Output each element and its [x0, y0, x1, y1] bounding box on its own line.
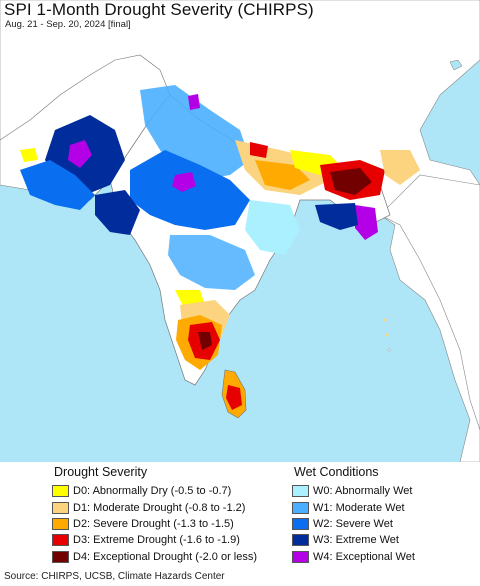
- wet-w2-central: [130, 150, 250, 230]
- legend-label-w4: W4: Exceptional Wet: [313, 550, 415, 563]
- map-title: SPI 1-Month Drought Severity (CHIRPS): [4, 0, 314, 19]
- swatch-d0: [52, 485, 69, 498]
- drought-legend-title: Drought Severity: [54, 465, 148, 479]
- legend-label-d2: D2: Severe Drought (-1.3 to -1.5): [73, 517, 234, 530]
- swatch-d1: [52, 501, 69, 514]
- legend-item-w4: W4: Exceptional Wet: [292, 549, 472, 565]
- outside-land-east: [379, 174, 480, 431]
- drought-legend: Drought Severity D0: Abnormally Dry (-0.…: [52, 462, 282, 566]
- legend-label-d4: D4: Exceptional Drought (-2.0 or less): [73, 550, 258, 563]
- swatch-d4: [52, 550, 69, 563]
- legend-item-d0: D0: Abnormally Dry (-0.5 to -0.7): [52, 483, 282, 499]
- wet-w4-central-spot: [172, 172, 196, 192]
- wet-w0-east: [245, 200, 300, 255]
- drought-d1-far-east: [380, 150, 420, 185]
- legend-item-d3: D3: Extreme Drought (-1.6 to -1.9): [52, 532, 282, 548]
- legend-label-w0: W0: Abnormally Wet: [313, 485, 413, 498]
- map-subtitle: Aug. 21 - Sep. 20, 2024 [final]: [5, 19, 131, 30]
- wet-legend: Wet Conditions W0: Abnormally Wet W1: Mo…: [292, 462, 472, 566]
- wet-w4-north-spot: [188, 94, 200, 110]
- legend-item-w3: W3: Extreme Wet: [292, 532, 472, 548]
- swatch-d2: [52, 517, 69, 530]
- andaman-islands: [383, 318, 387, 322]
- drought-d3-srilanka: [226, 385, 242, 410]
- wet-w3-gujarat: [95, 190, 140, 235]
- legend-label-d0: D0: Abnormally Dry (-0.5 to -0.7): [73, 485, 232, 498]
- andaman-islands-3: [387, 348, 391, 352]
- wet-w2-west: [20, 160, 95, 210]
- legend-item-d1: D1: Moderate Drought (-0.8 to -1.2): [52, 499, 282, 515]
- swatch-d3: [52, 534, 69, 547]
- swatch-w2: [292, 517, 309, 530]
- swatch-w3: [292, 534, 309, 547]
- legend-label-d3: D3: Extreme Drought (-1.6 to -1.9): [73, 534, 240, 547]
- legend-label-w3: W3: Extreme Wet: [313, 534, 399, 547]
- drought-map: [0, 0, 480, 462]
- legend-item-d4: D4: Exceptional Drought (-2.0 or less): [52, 549, 282, 565]
- wet-w1-deccan: [168, 235, 255, 290]
- legend-item-w1: W1: Moderate Wet: [292, 499, 472, 515]
- drought-d4-south: [198, 332, 212, 350]
- andaman-islands-2: [385, 333, 389, 337]
- wet-w3-bangladesh: [315, 203, 358, 230]
- legend-item-w2: W2: Severe Wet: [292, 516, 472, 532]
- source-credit: Source: CHIRPS, UCSB, Climate Hazards Ce…: [4, 571, 225, 582]
- drought-d3-spot-north: [250, 142, 268, 158]
- drought-d4-northeast: [330, 168, 372, 195]
- drought-d0-west-coast: [20, 148, 38, 162]
- swatch-w0: [292, 485, 309, 498]
- wet-legend-title: Wet Conditions: [294, 465, 379, 479]
- legend-label-w2: W2: Severe Wet: [313, 517, 393, 530]
- legend-item-d2: D2: Severe Drought (-1.3 to -1.5): [52, 516, 282, 532]
- swatch-w4: [292, 550, 309, 563]
- legend-label-w1: W1: Moderate Wet: [313, 501, 405, 514]
- lake-east: [449, 59, 463, 71]
- wet-w4-west-spot: [68, 140, 92, 168]
- legend-label-d1: D1: Moderate Drought (-0.8 to -1.2): [73, 501, 246, 514]
- swatch-w1: [292, 501, 309, 514]
- legend-item-w0: W0: Abnormally Wet: [292, 483, 472, 499]
- wet-w4-bangladesh: [355, 205, 378, 240]
